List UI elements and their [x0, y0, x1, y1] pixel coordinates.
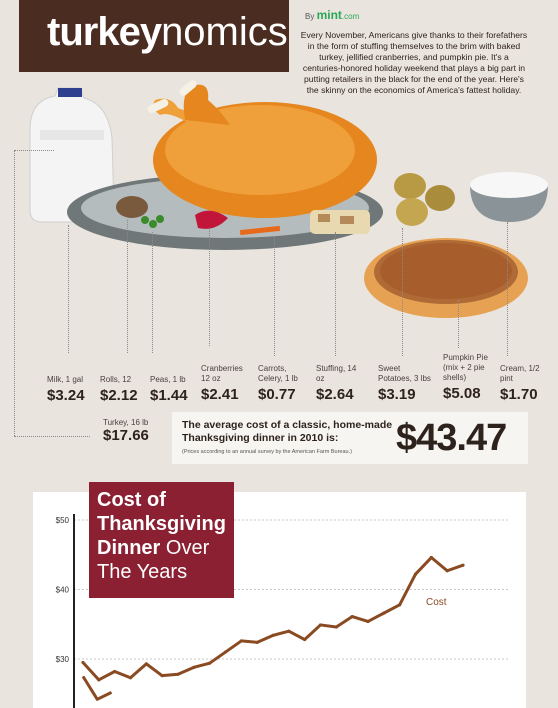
data-point — [287, 629, 291, 633]
data-point — [398, 603, 402, 607]
page-title: turkeynomics — [47, 10, 288, 55]
leader-line — [14, 436, 90, 437]
data-point — [176, 672, 180, 676]
data-point — [208, 661, 212, 665]
data-point — [366, 619, 370, 624]
item-label: Sweet Potatoes, 3 lbs — [378, 364, 431, 383]
item-price: $2.64 — [316, 386, 354, 403]
pumpkin-pie-icon — [364, 238, 528, 318]
leader-line — [14, 150, 15, 436]
data-point — [144, 662, 148, 666]
leader-line — [209, 228, 210, 346]
leader-line — [127, 220, 128, 353]
y-tick-label: $40 — [56, 586, 70, 595]
y-tick-label: $50 — [56, 516, 70, 525]
item-price: $17.66 — [103, 427, 149, 444]
brand-suffix: .com — [341, 12, 360, 21]
item-cranberries: Cranberries 12 oz $2.41 — [201, 364, 251, 403]
data-point — [223, 650, 228, 654]
total-source-note: (Prices according to an annual survey by… — [182, 449, 352, 455]
item-price: $5.08 — [443, 385, 481, 402]
chart-title-bold: Cost of Thanksgiving Dinner — [97, 489, 226, 559]
item-label: Cream, 1/2 pint — [500, 364, 540, 383]
leader-line — [402, 228, 403, 356]
data-point — [445, 569, 449, 573]
item-label: Peas, 1 lb — [150, 375, 186, 384]
leader-line — [458, 300, 459, 348]
data-point — [97, 678, 101, 682]
item-carrots-celery: Carrots, Celery, 1 lb $0.77 — [258, 364, 308, 403]
item-peas: Peas, 1 lb $1.44 — [150, 375, 188, 404]
chart-title: Cost of Thanksgiving Dinner Over The Yea… — [97, 488, 232, 584]
leader-line — [507, 222, 508, 356]
chart-title-light: Over The Years — [97, 537, 210, 583]
milk-jug-icon — [29, 87, 115, 223]
item-label: Carrots, Celery, 1 lb — [258, 364, 298, 383]
item-cream: Cream, 1/2 pint $1.70 — [500, 364, 548, 403]
total-description: The average cost of a classic, home-made… — [182, 419, 393, 444]
brand-name: mint — [316, 8, 342, 22]
data-point — [113, 669, 117, 674]
data-point — [255, 640, 259, 644]
item-price: $2.12 — [100, 387, 138, 404]
title-light: nomics — [161, 10, 288, 54]
data-point — [192, 665, 196, 669]
item-label: Cranberries 12 oz — [201, 364, 243, 383]
data-point — [271, 633, 275, 637]
leader-line — [68, 225, 69, 353]
item-price: $1.70 — [500, 386, 538, 403]
item-price: $3.19 — [378, 386, 416, 403]
item-milk: Milk, 1 gal $3.24 — [47, 375, 85, 404]
item-rolls: Rolls, 12 $2.12 — [100, 375, 138, 404]
data-point — [382, 611, 386, 615]
cream-bowl-icon — [470, 172, 548, 222]
data-point — [128, 676, 133, 680]
dinner-illustration — [29, 80, 548, 318]
by-label: By — [305, 12, 315, 21]
data-point — [303, 637, 307, 642]
turkey-icon — [147, 80, 377, 218]
item-price: $2.41 — [201, 386, 239, 403]
item-price: $3.24 — [47, 387, 85, 404]
data-point — [334, 625, 338, 629]
item-label: Milk, 1 gal — [47, 375, 84, 384]
item-label: Turkey, 16 lb — [103, 418, 149, 427]
item-label: Stuffing, 14 oz — [316, 364, 357, 383]
brand-logo[interactable]: mint — [317, 8, 342, 22]
item-label: Pumpkin Pie (mix + 2 pie shells) — [443, 353, 488, 382]
y-tick-label: $30 — [56, 655, 70, 664]
leader-line — [152, 232, 153, 353]
leader-line — [14, 150, 54, 151]
data-point — [429, 555, 433, 560]
item-pumpkin-pie: Pumpkin Pie (mix + 2 pie shells) $5.08 — [443, 353, 501, 402]
series-line-secondary — [81, 675, 113, 701]
item-turkey: Turkey, 16 lb $17.66 — [103, 418, 149, 444]
data-point — [318, 623, 323, 627]
leader-line — [335, 232, 336, 356]
item-price: $0.77 — [258, 386, 296, 403]
data-point — [461, 563, 465, 567]
data-point — [81, 660, 85, 665]
title-banner: turkeynomics — [19, 0, 289, 72]
sides-icon — [116, 196, 370, 236]
item-price: $1.44 — [150, 387, 188, 404]
item-label: Rolls, 12 — [100, 375, 132, 384]
series-label-cost: Cost — [426, 597, 447, 608]
total-callout: The average cost of a classic, home-made… — [172, 412, 528, 464]
chart-title-box: Cost of Thanksgiving Dinner Over The Yea… — [89, 482, 234, 598]
data-point — [160, 674, 164, 678]
title-bold: turkey — [47, 10, 162, 54]
data-point — [350, 615, 354, 619]
sweet-potatoes-icon — [394, 173, 455, 226]
item-sweet-potatoes: Sweet Potatoes, 3 lbs $3.19 — [378, 364, 436, 403]
byline: By mint.com — [305, 8, 359, 22]
item-stuffing: Stuffing, 14 oz $2.64 — [316, 364, 358, 403]
data-point — [413, 572, 418, 576]
data-point — [239, 639, 243, 643]
intro-text: Every November, Americans give thanks to… — [300, 30, 528, 95]
leader-line — [274, 236, 275, 356]
total-amount: $43.47 — [396, 417, 507, 459]
